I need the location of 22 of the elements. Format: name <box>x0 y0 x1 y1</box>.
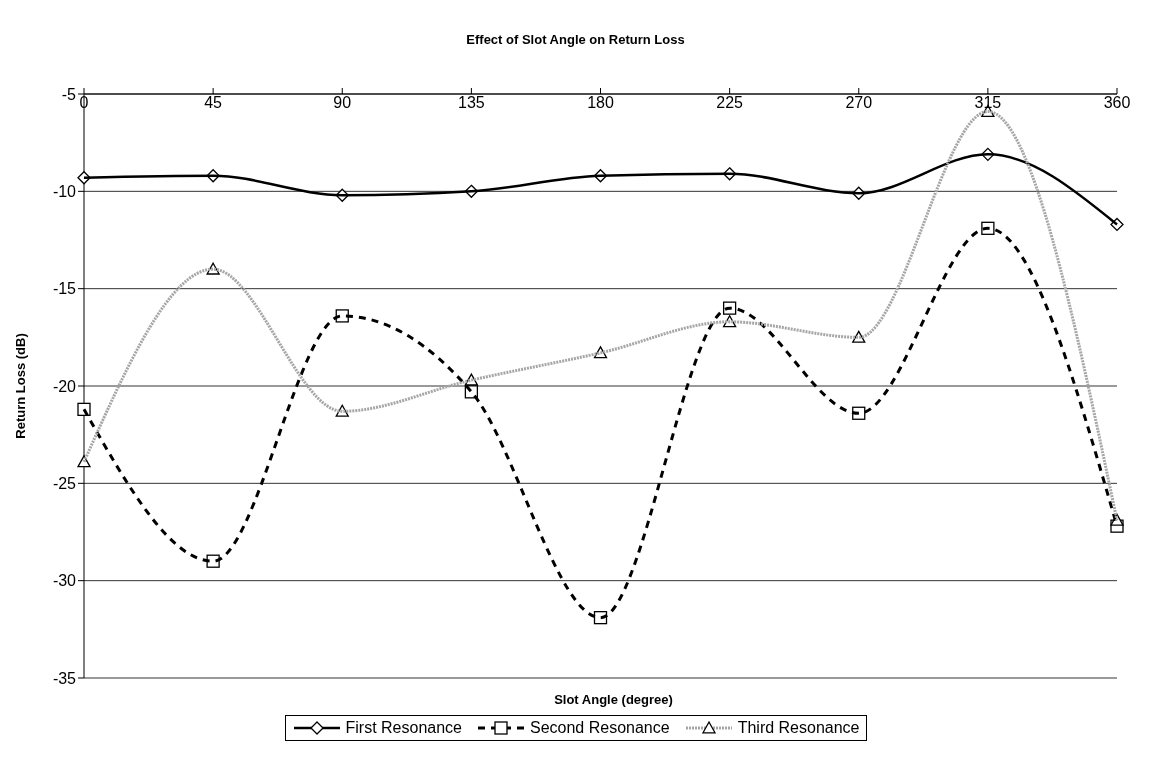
chart-title: Effect of Slot Angle on Return Loss <box>465 32 686 49</box>
legend-label: Third Resonance <box>737 719 860 737</box>
x-tick-label: 225 <box>716 94 744 111</box>
x-tick-label: 90 <box>333 94 352 111</box>
legend-label: Second Resonance <box>530 719 670 737</box>
y-tick-label: -35 <box>52 669 77 687</box>
legend-label: First Resonance <box>345 719 462 737</box>
x-tick-label: 270 <box>845 94 873 111</box>
x-tick-label: 180 <box>587 94 614 111</box>
y-tick-label: -15 <box>52 280 77 298</box>
y-tick-label: -10 <box>52 183 77 201</box>
x-axis-title: Slot Angle (degree) <box>553 692 674 707</box>
x-tick-label: 315 <box>974 94 1002 111</box>
y-tick-label: -20 <box>52 377 77 395</box>
x-tick-label: 0 <box>79 94 89 111</box>
x-tick-label: 135 <box>458 94 485 111</box>
y-tick-label: -5 <box>61 85 77 103</box>
y-tick-label: -25 <box>52 475 77 493</box>
x-tick-label: 360 <box>1103 94 1131 111</box>
x-tick-label: 45 <box>204 94 223 111</box>
y-axis-title: Return Loss (dB) <box>12 333 28 439</box>
y-tick-label: -30 <box>52 572 77 590</box>
